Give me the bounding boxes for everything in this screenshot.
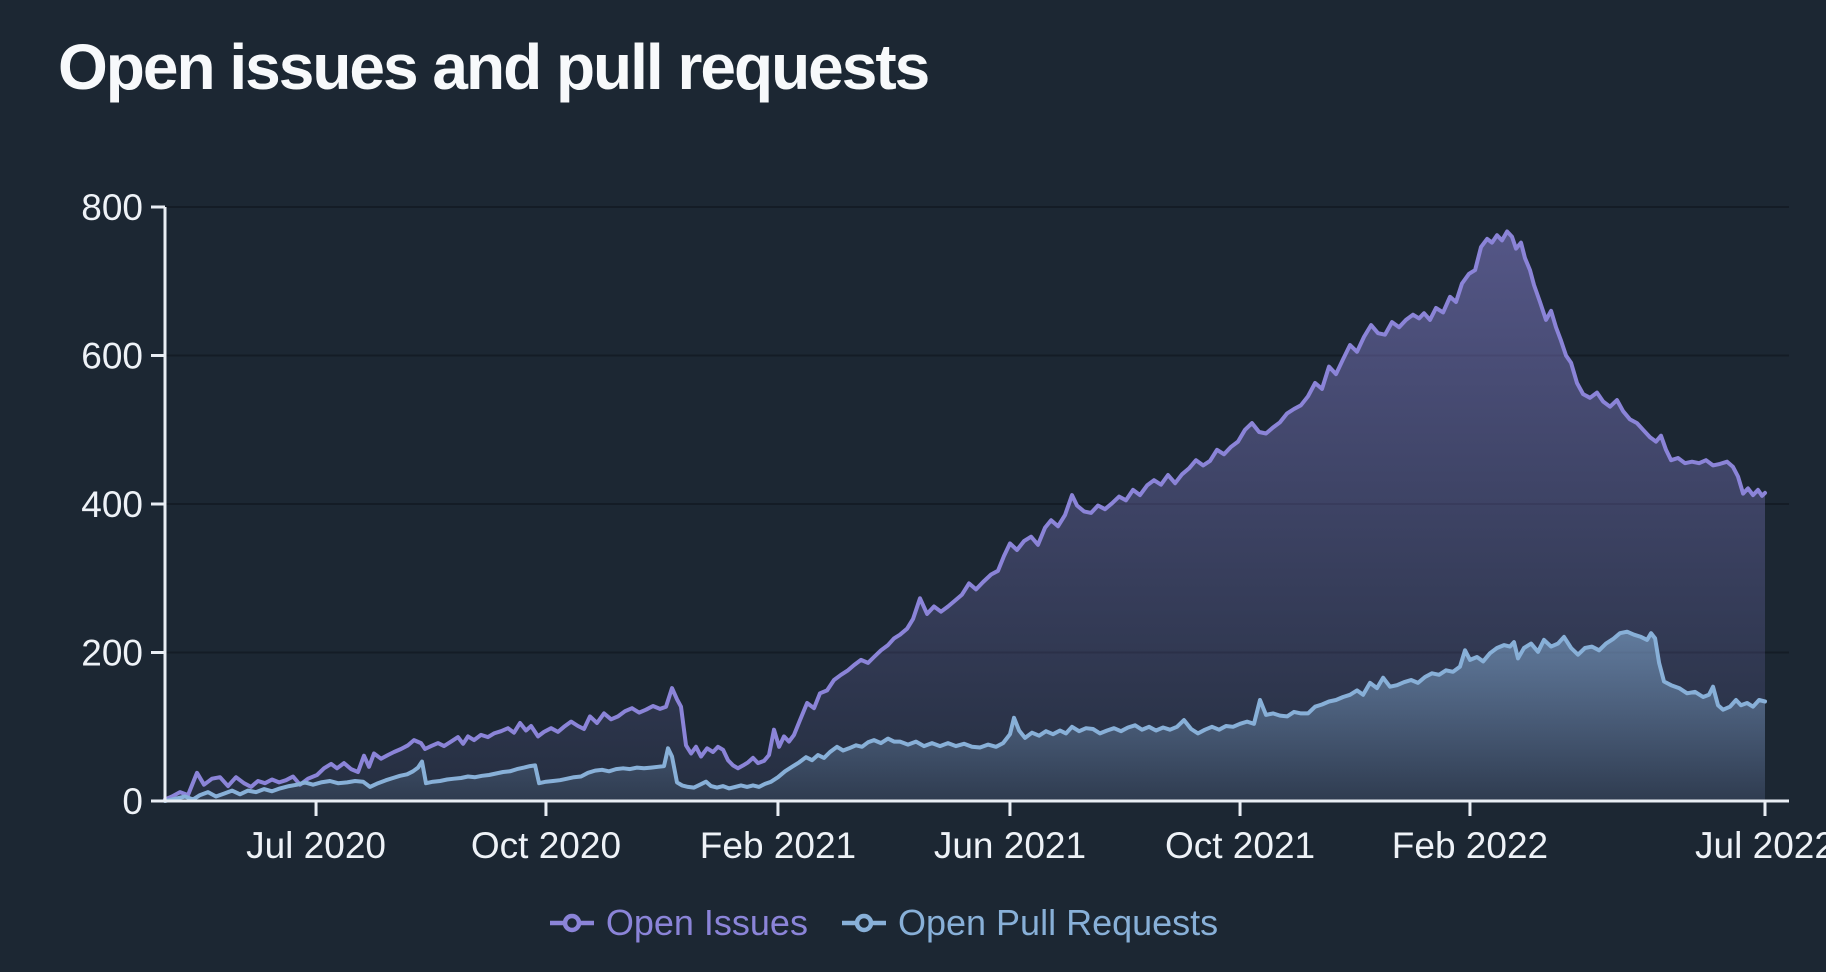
open-issues-legend-marker-icon <box>549 913 594 933</box>
svg-text:Feb 2022: Feb 2022 <box>1392 825 1548 866</box>
svg-text:Jun 2021: Jun 2021 <box>934 825 1086 866</box>
legend-label-open-issues: Open Issues <box>605 902 808 943</box>
svg-text:800: 800 <box>81 187 143 228</box>
svg-text:Jul 2022: Jul 2022 <box>1695 825 1826 866</box>
legend-item-open-pull-requests[interactable]: Open Pull Requests <box>840 902 1218 944</box>
legend-label-open-pull-requests: Open Pull Requests <box>897 902 1219 943</box>
svg-text:Oct 2021: Oct 2021 <box>1165 825 1315 866</box>
legend-item-open-issues[interactable]: Open Issues <box>548 902 808 944</box>
svg-text:600: 600 <box>81 336 143 377</box>
chart-legend: Open Issues Open Pull Requests <box>0 902 1766 944</box>
svg-text:Feb 2021: Feb 2021 <box>700 825 856 866</box>
svg-text:Jul 2020: Jul 2020 <box>246 825 386 866</box>
open-pull-requests-legend-marker-icon <box>841 913 886 933</box>
svg-text:400: 400 <box>81 484 143 525</box>
page-title: Open issues and pull requests <box>58 31 930 103</box>
svg-text:0: 0 <box>122 781 143 822</box>
svg-text:Oct 2020: Oct 2020 <box>471 825 621 866</box>
svg-text:200: 200 <box>81 633 143 674</box>
